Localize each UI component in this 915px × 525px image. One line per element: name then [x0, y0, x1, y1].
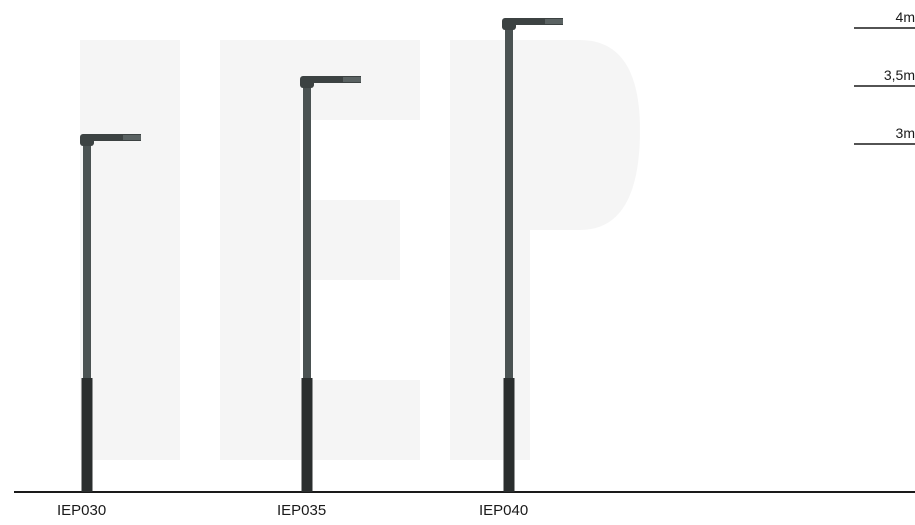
pole-base-sleeve — [301, 378, 313, 492]
poles — [80, 18, 563, 492]
model-label: IEP040 — [479, 502, 529, 519]
luminaire-arm — [509, 18, 563, 25]
height-marker-label: 4m — [895, 9, 915, 25]
pole-base-sleeve — [81, 378, 93, 492]
height-markers — [854, 27, 915, 145]
luminaire-arm — [87, 134, 141, 141]
pole-shaft — [505, 20, 513, 378]
pole-base-sleeve — [503, 378, 515, 492]
luminaire-lens — [123, 135, 141, 140]
luminaire-lens — [343, 77, 361, 82]
pole-shaft — [303, 78, 311, 378]
model-label: IEP030 — [57, 502, 107, 519]
pole-iep030 — [80, 134, 141, 492]
model-label: IEP035 — [277, 502, 327, 519]
luminaire-arm — [307, 76, 361, 83]
height-marker-label: 3,5m — [883, 67, 915, 83]
pole-shaft — [83, 136, 91, 378]
pole-iep040 — [502, 18, 563, 492]
pole-iep035 — [300, 76, 361, 492]
luminaire-lens — [545, 19, 563, 24]
height-marker-label: 3m — [895, 125, 915, 141]
